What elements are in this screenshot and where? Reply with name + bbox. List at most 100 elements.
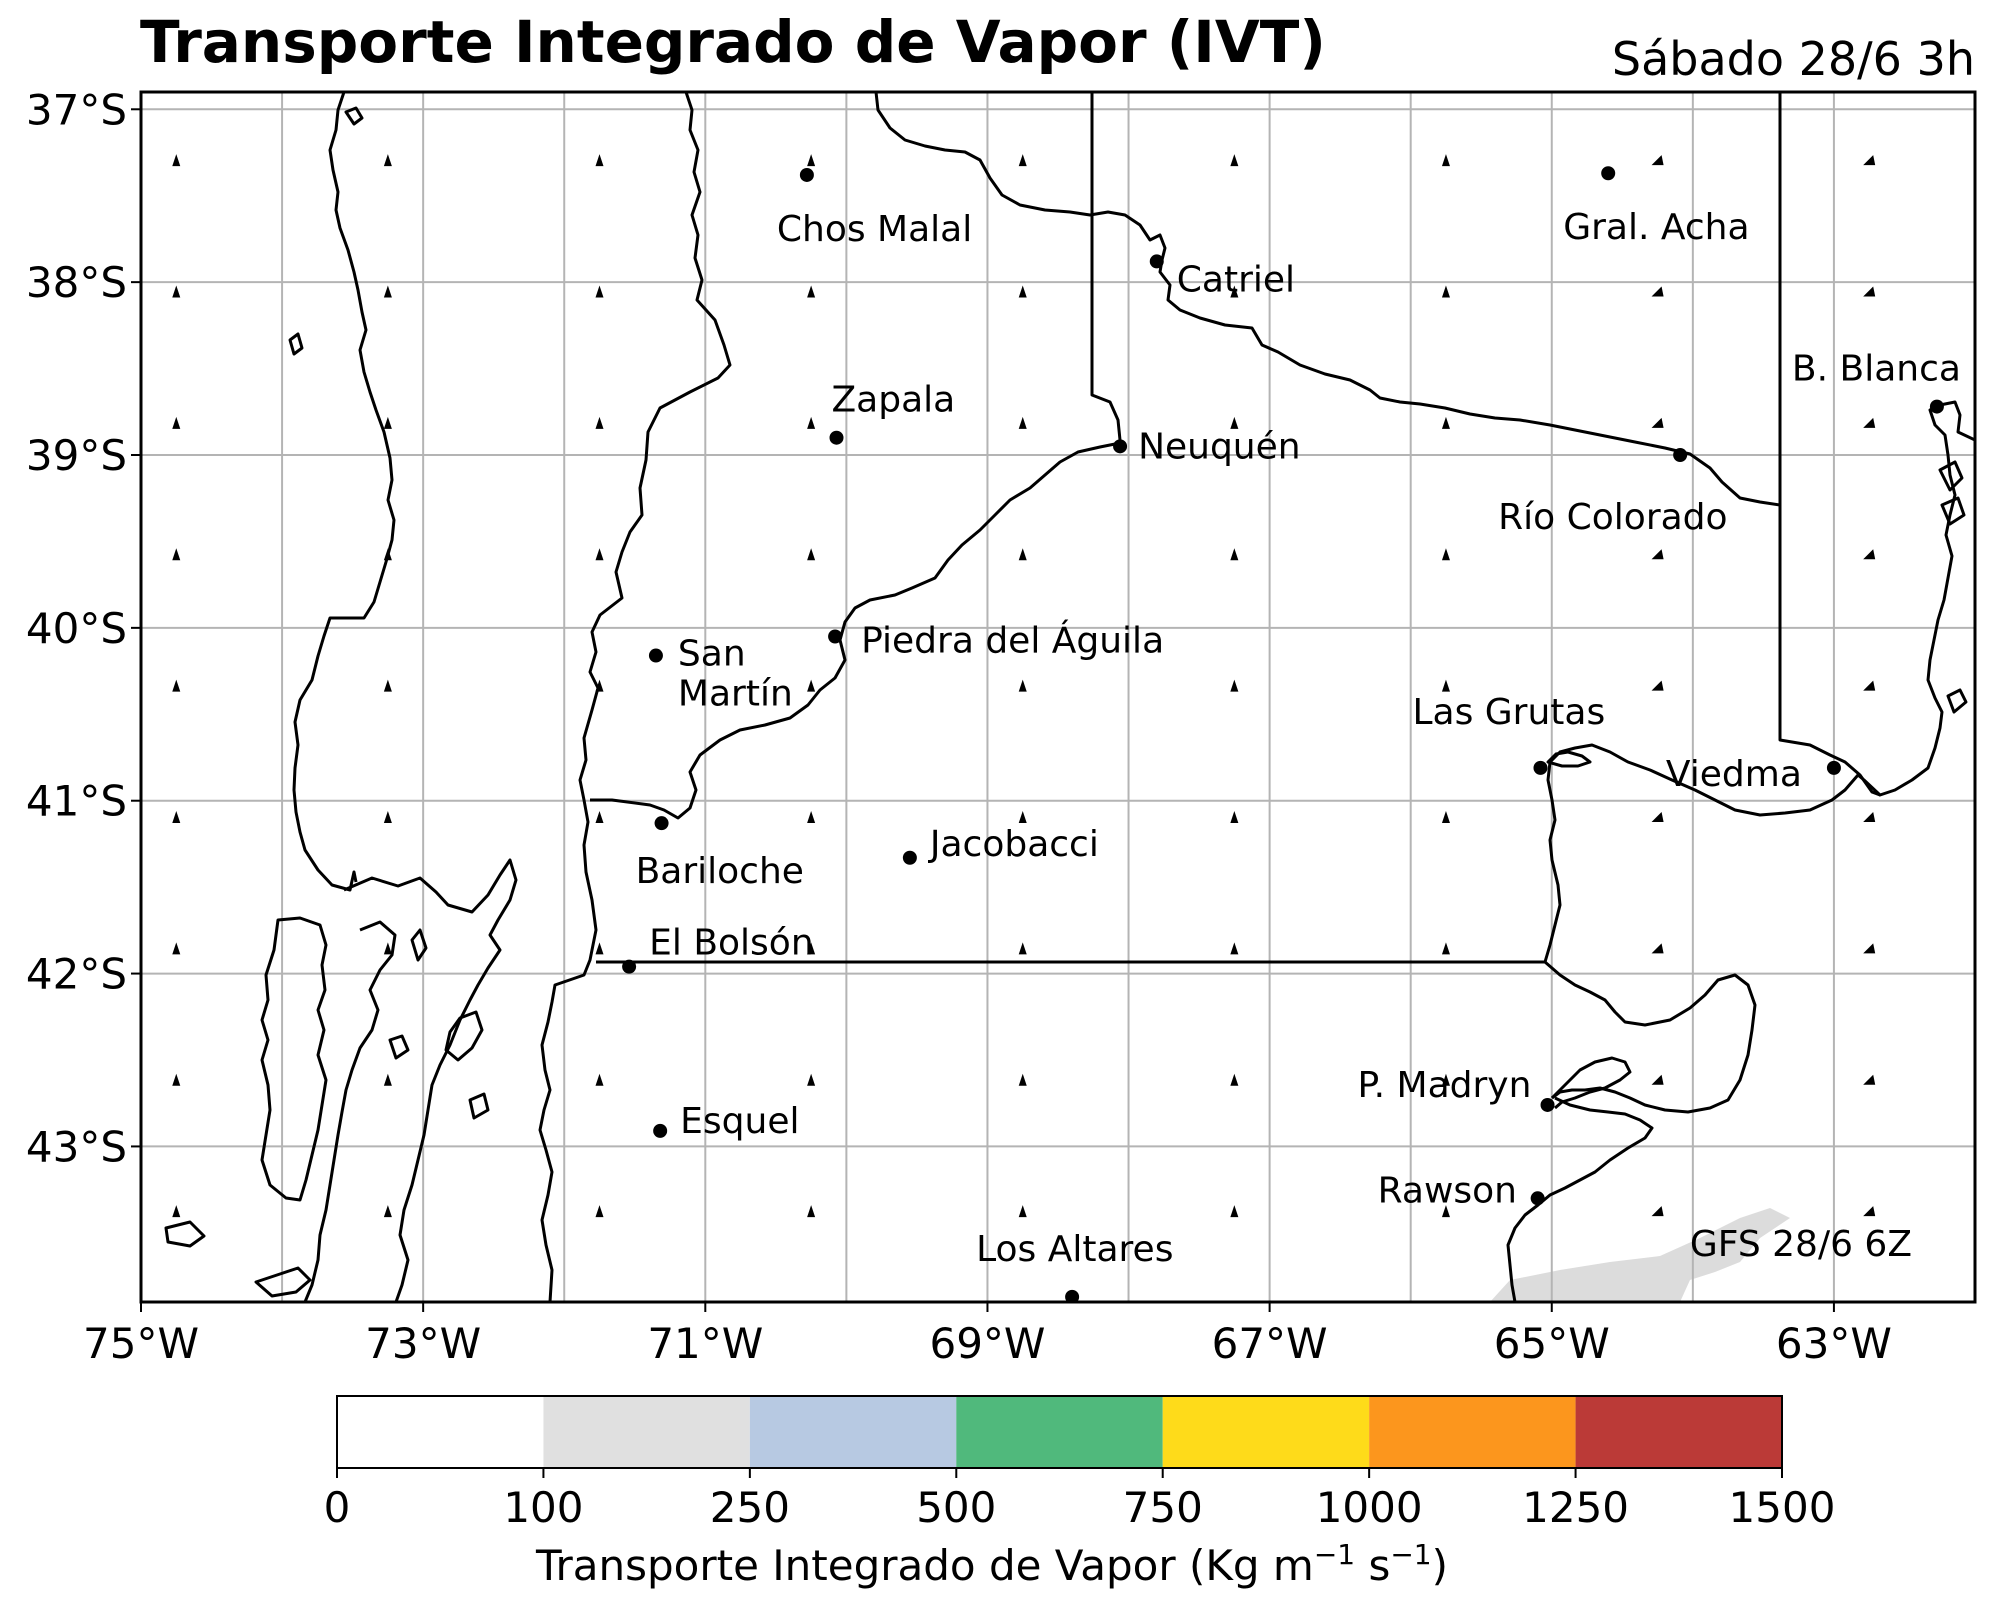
lon-tick-label: 71°W (647, 1319, 763, 1368)
ivt-vector-arrow (172, 548, 181, 561)
lon-tick-label: 63°W (1776, 1319, 1892, 1368)
ivt-vector-arrow (1651, 1074, 1664, 1085)
bahia-blanca-island-1 (1938, 460, 1964, 492)
lat-tick-label: 38°S (26, 258, 127, 307)
archipelago-coast-b (303, 920, 397, 1302)
city-marker-p-madryn (1540, 1097, 1555, 1112)
ivt-vector-arrow (807, 154, 816, 167)
ivt-vector-arrow (1230, 1073, 1239, 1086)
ivt-vector-arrow (807, 416, 816, 429)
city-label-chos-malal: Chos Malal (777, 209, 972, 250)
city-label-los-altares: Los Altares (976, 1229, 1173, 1270)
lon-tick-label: 67°W (1212, 1319, 1328, 1368)
ivt-vector-arrow (1230, 285, 1239, 298)
islet-1 (444, 1010, 484, 1062)
ivt-vector-arrow (383, 285, 392, 298)
city-marker-esquel (653, 1123, 668, 1138)
ivt-vector-arrow (1018, 154, 1027, 167)
city-marker-gral-acha (1601, 166, 1616, 181)
ivt-vector-field (172, 154, 1876, 1218)
lat-tick-label: 41°S (26, 777, 127, 826)
city-label-neuqu-n: Neuquén (1138, 426, 1301, 467)
ivt-vector-arrow (1230, 942, 1239, 955)
colorbar-tick-label: 100 (503, 1483, 583, 1532)
lat-tick-label: 37°S (26, 85, 127, 134)
colorbar-tick-label: 1500 (1729, 1483, 1836, 1532)
colorbar-segment (956, 1396, 1163, 1468)
city-label-las-grutas: Las Grutas (1412, 692, 1605, 733)
city-label-gral-acha: Gral. Acha (1563, 207, 1749, 248)
ivt-vector-arrow (1018, 811, 1027, 823)
andes-border-line (538, 92, 732, 1302)
ivt-vector-arrow (1651, 943, 1664, 954)
chiloe-island-coast (260, 916, 328, 1202)
frame-tick-marks (131, 108, 1835, 1312)
northern-provincial-border (874, 92, 1781, 507)
map-frame (139, 90, 1977, 1304)
model-run-label: GFS 28/6 6Z (1690, 1224, 1912, 1265)
ivt-vector-arrow (1441, 679, 1450, 692)
colorbar-segment (337, 1396, 544, 1468)
lat-tick-label: 42°S (26, 950, 127, 999)
ivt-vector-arrow (1651, 680, 1664, 691)
ivt-vector-arrow (172, 416, 181, 429)
city-label-el-bols-n: El Bolsón (649, 923, 814, 964)
ivt-vector-arrow (1651, 417, 1664, 428)
chubut-southern-coast (1506, 1096, 1654, 1302)
city-marker-catriel (1149, 254, 1164, 269)
city-label-rawson: Rawson (1378, 1170, 1517, 1211)
colorbar-segment (1162, 1396, 1370, 1468)
ivt-vector-arrow (1230, 811, 1239, 823)
ivt-vector-arrow (807, 1073, 816, 1086)
san-antonio-bay-coast (1546, 750, 1592, 768)
lon-tick-label: 75°W (83, 1319, 199, 1368)
colorbar-tick-label: 1000 (1316, 1483, 1423, 1532)
city-marker-bariloche (654, 816, 669, 831)
ivt-vector-arrow (1863, 1074, 1876, 1085)
city-label-piedra-del-guila: Piedra del Águila (861, 620, 1164, 662)
city-label-bariloche: Bariloche (636, 851, 804, 892)
ivt-vector-arrow (1651, 155, 1664, 166)
peninsula-valdes-coast (1544, 960, 1757, 1114)
islet-2 (410, 928, 428, 962)
ivt-vector-arrow (383, 1205, 392, 1218)
ivt-vector-arrow (1863, 417, 1876, 428)
ivt-vector-arrow (1863, 812, 1876, 822)
ivt-vector-arrow (1018, 1205, 1027, 1218)
ivt-vector-arrow (172, 285, 181, 298)
lat-tick-label: 39°S (26, 431, 127, 480)
ivt-vector-arrow (383, 154, 392, 167)
ivt-vector-arrow (383, 679, 392, 692)
city-marker-los-altares (1065, 1289, 1080, 1302)
colorbar-title: Transporte Integrado de Vapor (Kg m−1 s−… (535, 1538, 1448, 1591)
valid-time-label: Sábado 28/6 3h (1611, 32, 1975, 86)
ivt-vector-arrow (1441, 811, 1450, 823)
city-marker-r-o-colorado (1673, 448, 1688, 462)
colorbar-segment (1575, 1396, 1782, 1468)
ivt-vector-arrow (1230, 154, 1239, 167)
ivt-vector-arrow (1651, 812, 1664, 822)
colorbar-frame (336, 1395, 1783, 1469)
ivt-vector-arrow (807, 285, 816, 298)
colorbar-tick-label: 750 (1123, 1483, 1203, 1532)
ivt-vector-arrow (595, 285, 604, 298)
city-label-jacobacci: Jacobacci (928, 824, 1099, 865)
ivt-vector-arrow (1018, 942, 1027, 955)
chart-title: Transporte Integrado de Vapor (IVT) (140, 8, 1326, 76)
bahia-blanca-island-3 (1946, 688, 1968, 714)
atlantic-coastline (1543, 400, 1975, 963)
golfo-nuevo-coast (1550, 1056, 1632, 1110)
city-marker-las-grutas (1533, 760, 1548, 775)
colorbar-tick-label: 500 (916, 1483, 996, 1532)
la-pampa-buenos-aires-border (1778, 92, 1881, 797)
ivt-vector-arrow (595, 548, 604, 561)
coastlines-borders (164, 92, 1975, 1302)
ivt-vector-arrow (1651, 549, 1664, 560)
city-marker-rawson (1530, 1191, 1545, 1206)
ivt-vector-arrow (172, 1073, 181, 1086)
colorbar-tick-label: 0 (324, 1483, 351, 1532)
archipelago-coast-a (343, 858, 518, 1302)
city-label-r-o-colorado: Río Colorado (1498, 497, 1727, 538)
city-marker-jacobacci (902, 850, 917, 865)
ivt-vector-arrow (383, 1073, 392, 1086)
